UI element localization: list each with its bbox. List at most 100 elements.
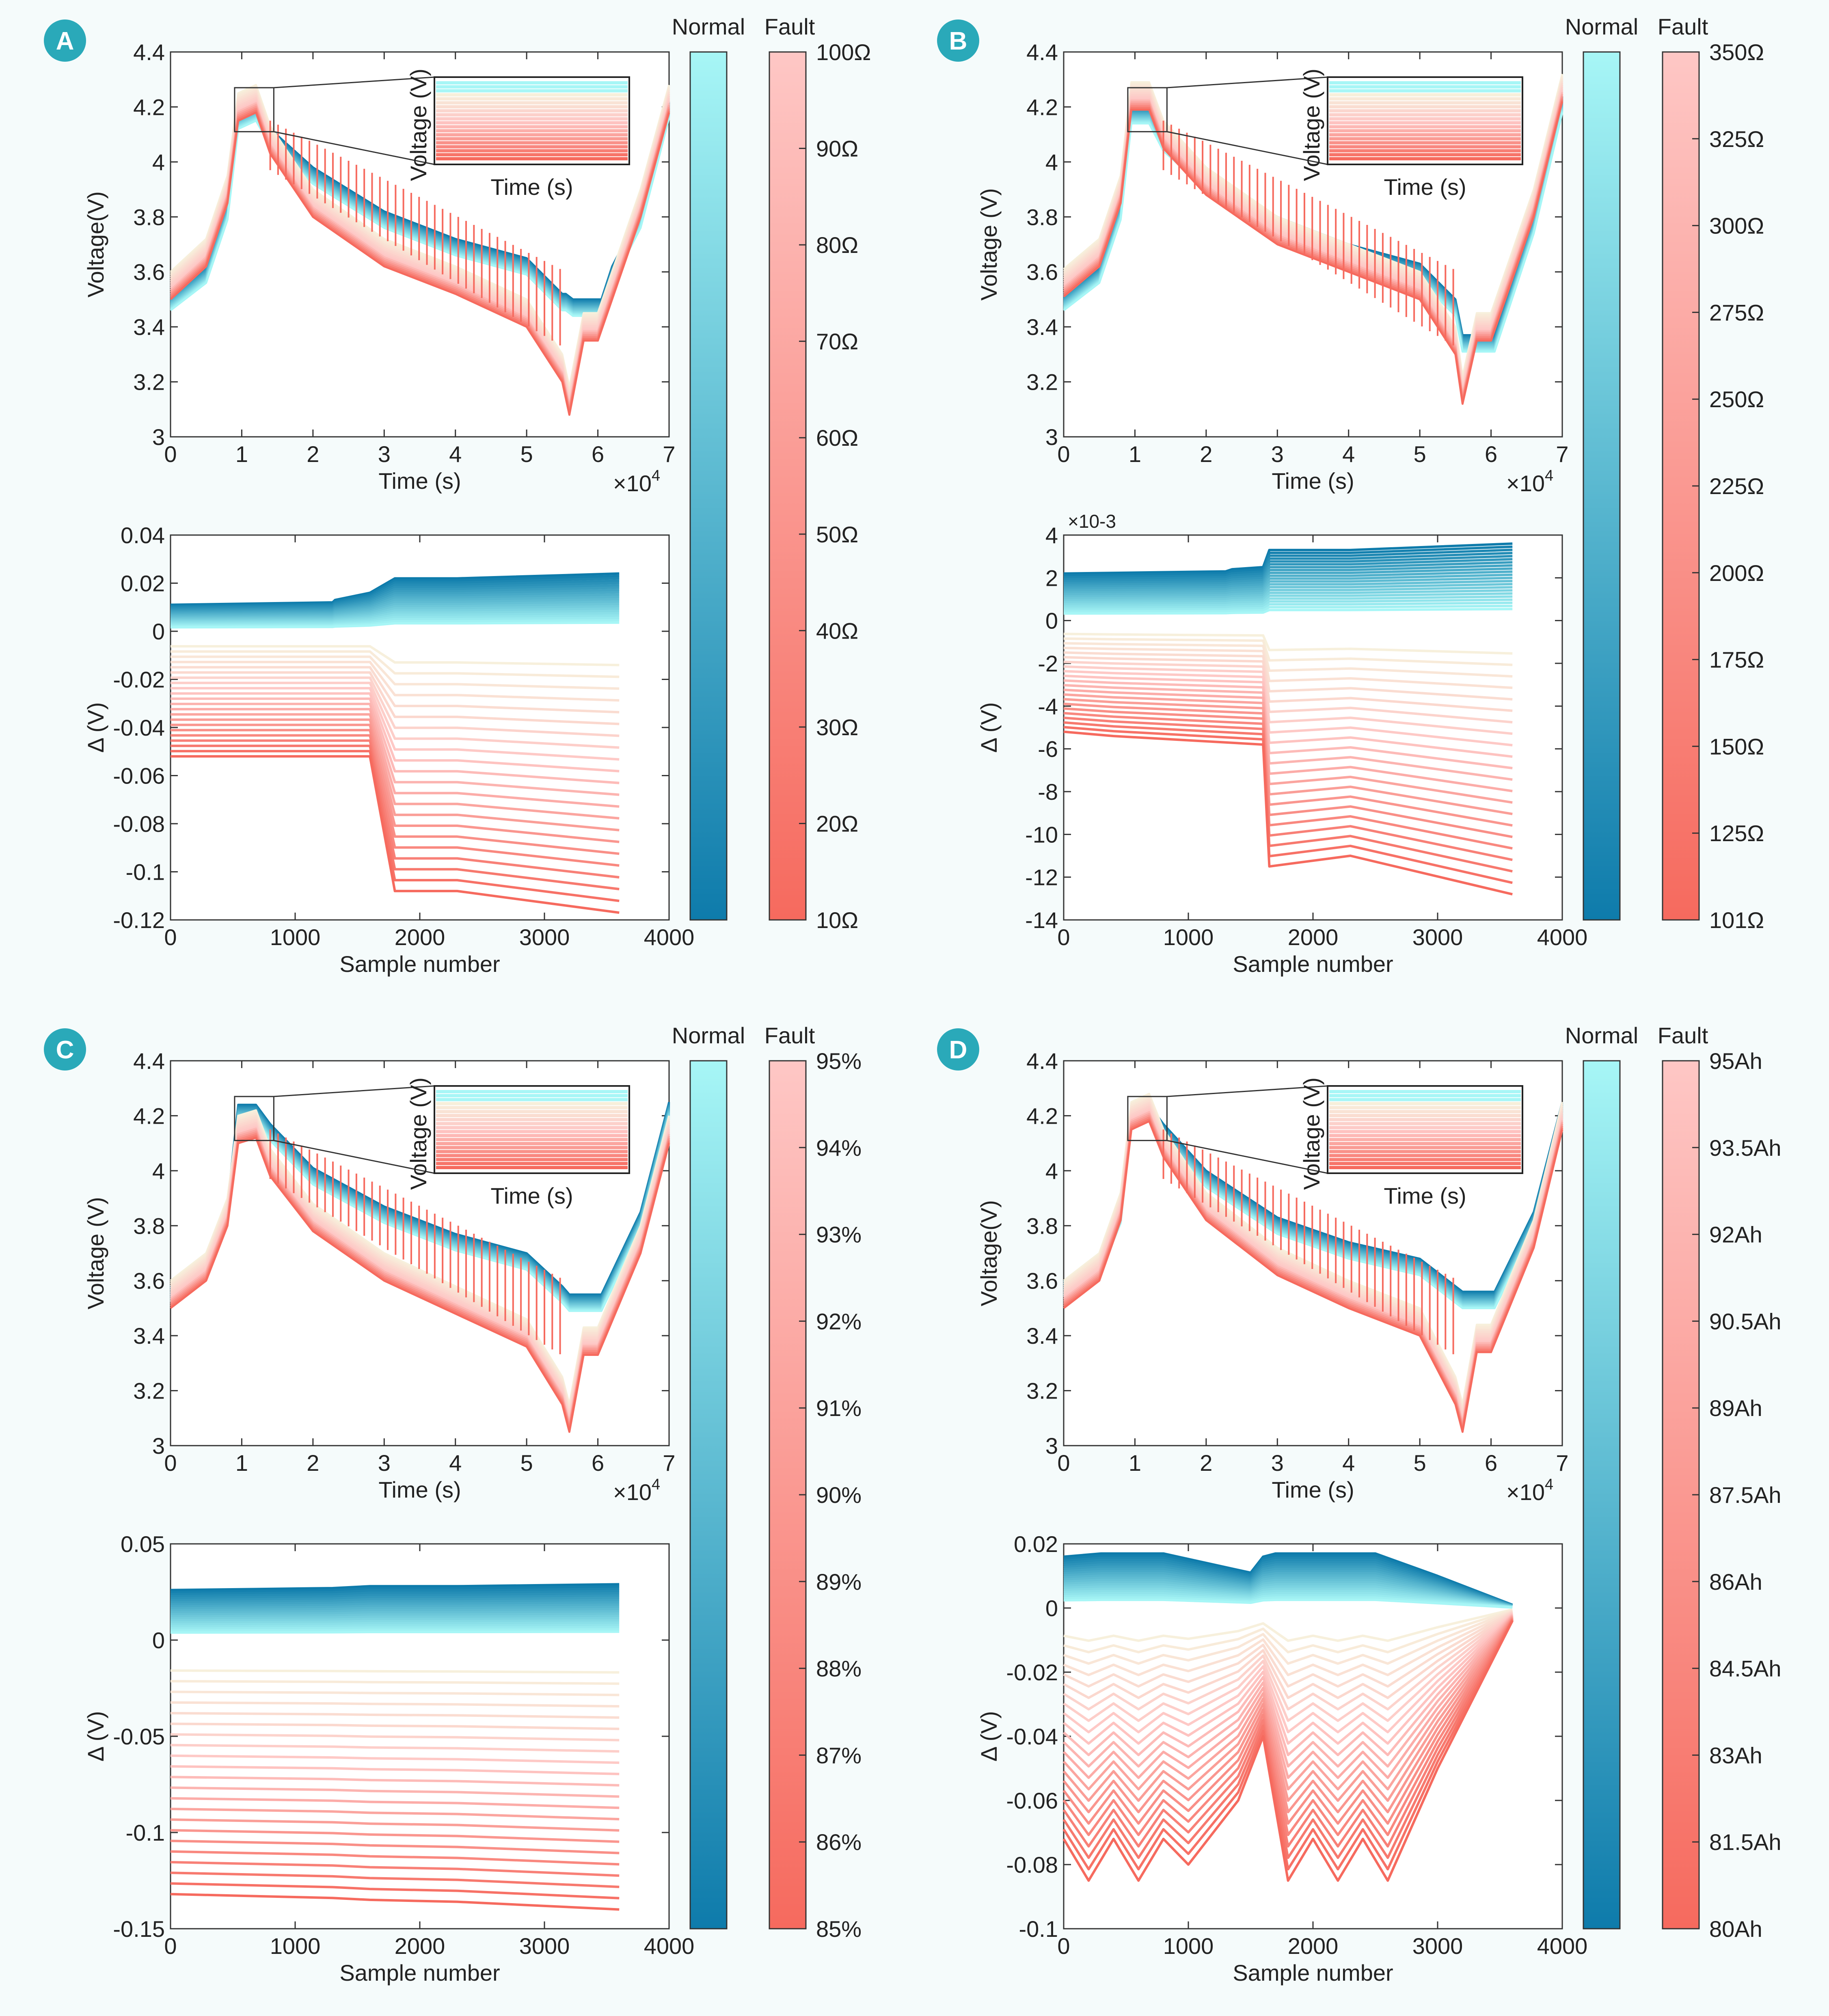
panel-d-voltage-x-tick-label: 6 <box>1485 1450 1497 1476</box>
panel-c-voltage-y-tick-label: 3.4 <box>133 1323 165 1349</box>
panel-b-voltage-y-tick-label: 3.2 <box>1026 369 1058 395</box>
panel-a-residual-ylabel: Δ (V) <box>83 702 108 753</box>
panel-b-residual-normal-line <box>1063 580 1513 598</box>
panel-a-colorbar-tick-label: 70Ω <box>816 329 858 354</box>
panel-d-voltage-y-tick-label: 4.4 <box>1026 1048 1058 1074</box>
panel-d-residual-y-tick-label: -0.1 <box>1019 1916 1058 1942</box>
panel-a-inset-ylabel: Voltage (V) <box>406 69 431 181</box>
panel-b-voltage-y-tick-label: 3.6 <box>1026 259 1058 285</box>
panel-c-residual-x-tick-label: 3000 <box>519 1933 570 1959</box>
panel-d-inset-xlabel: Time (s) <box>1384 1183 1466 1209</box>
panel-b-residual-fault-line <box>1063 717 1513 861</box>
panel-b-residual-y-tick-label: -2 <box>1038 651 1058 676</box>
panel-a-voltage-ylabel: Voltage(V) <box>83 191 108 298</box>
panel-d-voltage-x-tick-label: 5 <box>1414 1450 1426 1476</box>
panel-c-voltage-x-tick-label: 5 <box>520 1450 533 1476</box>
panel-c-residual-x-tick-label: 4000 <box>644 1933 695 1959</box>
panel-a-colorbar-tick-label: 30Ω <box>816 714 858 740</box>
panel-b-residual-normal-line <box>1063 592 1513 605</box>
panel-a-residual-fault-line <box>171 703 620 796</box>
panel-d-residual-normal-line <box>1063 1559 1513 1606</box>
panel-b-residual-normal-line <box>1063 595 1513 607</box>
panel-c-voltage-y-tick-label: 3.8 <box>133 1213 165 1239</box>
panel-b-voltage-y-tick-label: 4.2 <box>1026 94 1058 120</box>
panel-d-residual-x-tick-label: 4000 <box>1537 1933 1588 1959</box>
panel-c-colorbar-tick-label: 85% <box>816 1916 862 1942</box>
panel-d-residual-x-tick-label: 3000 <box>1412 1933 1463 1959</box>
panel-b-residual-x-tick-label: 2000 <box>1288 924 1339 950</box>
panel-d-residual-normal-line <box>1063 1572 1513 1607</box>
panel-c-voltage-y-tick-label: 4.2 <box>133 1103 165 1129</box>
panel-b-residual-fault-line <box>1063 656 1513 712</box>
panel-a-residual-fault-line <box>171 645 620 667</box>
panel-c-residual-fault-line <box>170 1807 620 1821</box>
panel-a-residual-fault-line <box>171 671 620 725</box>
panel-a-residual-fault-line <box>171 713 620 820</box>
panel-c-voltage-fault-line <box>170 1137 670 1433</box>
panel-b-residual-fault-line <box>1063 642 1513 678</box>
panel-a-residual-fault-line <box>171 755 620 914</box>
panel-b-delta-multiplier: ×10-3 <box>1068 511 1116 532</box>
panel-d-residual-fault-line <box>1063 1609 1513 1653</box>
panel-a-voltage-y-tick-label: 3.8 <box>133 204 165 230</box>
panel-d-residual-y-tick-label: 0 <box>1045 1595 1058 1621</box>
panel-d-colorbar-normal <box>1583 1060 1621 1930</box>
panel-c-time-multiplier: ×104 <box>613 1476 660 1505</box>
panel-a-colorbar-tick-label: 60Ω <box>816 425 858 451</box>
panel-d-zoom-box <box>1127 1096 1168 1141</box>
panel-d-residual-fault-line <box>1063 1612 1513 1711</box>
panel-c-voltage-x-tick-label: 0 <box>164 1450 177 1476</box>
panel-d-residual-normal-line <box>1063 1592 1513 1608</box>
panel-c-residual-fault-line <box>170 1765 620 1775</box>
panel-d-residual-fault-line <box>1063 1613 1514 1733</box>
panel-b-residual-fault-line <box>1063 674 1513 758</box>
panel-d-residual-normal-line <box>1063 1556 1513 1606</box>
panel-d-residual-fault-line <box>1062 1615 1514 1779</box>
panel-a-residual-fault-line <box>171 655 620 690</box>
panel-c-colorbar-normal-label: Normal <box>672 1023 745 1048</box>
panel-a-time-multiplier: ×104 <box>613 467 660 496</box>
panel-a-residual-x-tick-label: 0 <box>164 924 177 950</box>
panel-a-residual-fault-line <box>171 750 620 902</box>
panel-a-voltage-x-tick-label: 0 <box>164 441 177 467</box>
panel-a-residual-fault-line <box>171 739 620 879</box>
panel-b-residual-y-tick-label: -10 <box>1025 822 1058 847</box>
panel-d-voltage-xlabel: Time (s) <box>1272 1477 1354 1502</box>
panel-c-residual-normal-line <box>170 1594 620 1602</box>
panel-b-residual-y-tick-label: -8 <box>1038 779 1058 805</box>
panel-b-residual-fault-line <box>1063 670 1513 747</box>
panel-c-residual-xlabel: Sample number <box>339 1960 500 1986</box>
panel-a-voltage-xlabel: Time (s) <box>378 468 461 494</box>
panel-a-voltage-fault-line <box>170 111 670 416</box>
panel-c-residual-x-tick-label: 0 <box>164 1933 177 1959</box>
panel-d-residual-normal-line <box>1063 1590 1513 1608</box>
panel-b-voltage-x-tick-label: 0 <box>1057 441 1070 467</box>
panel-b-colorbar-fault-label: Fault <box>1658 14 1708 39</box>
panel-a-residual-fault-line <box>171 682 620 749</box>
panel-d-residual-normal-line <box>1063 1576 1513 1608</box>
panel-d-colorbar-tick-label: 89Ah <box>1709 1395 1762 1421</box>
panel-b-residual-y-tick-label: -6 <box>1038 736 1058 762</box>
panel-d-colorbar-tick-label: 87.5Ah <box>1709 1482 1781 1508</box>
panel-b-residual-fault-line <box>1063 726 1513 884</box>
panel-a-voltage-x-tick-label: 4 <box>449 441 462 467</box>
panel-d-residual-normal-line <box>1063 1552 1513 1606</box>
panel-c-residual-fault-line <box>170 1797 620 1809</box>
panel-c-residual-fault-line <box>170 1818 620 1832</box>
panel-c-residual-y-tick-label: 0.05 <box>121 1531 165 1557</box>
panel-b-residual-normal-line <box>1063 604 1513 613</box>
panel-a-colorbar-normal <box>689 51 728 921</box>
panel-a-voltage-x-tick-label: 7 <box>663 441 675 467</box>
panel-b-voltage-y-tick-label: 3.4 <box>1026 314 1058 340</box>
panel-a-residual-y-tick-label: -0.12 <box>113 907 165 933</box>
panel-c-colorbar-tick-label: 88% <box>816 1656 862 1681</box>
panel-c-zoom-box <box>234 1096 274 1141</box>
panel-d-residual-normal-line <box>1063 1567 1513 1607</box>
panel-c-residual-fault-line <box>170 1776 620 1787</box>
panel-c-residual-fault-line <box>170 1701 620 1708</box>
panel-b-colorbar-tick-label: 225Ω <box>1709 473 1764 499</box>
panel-c-residual-normal-line <box>170 1599 620 1606</box>
panel-b-voltage-y-tick-label: 4 <box>1045 149 1058 175</box>
